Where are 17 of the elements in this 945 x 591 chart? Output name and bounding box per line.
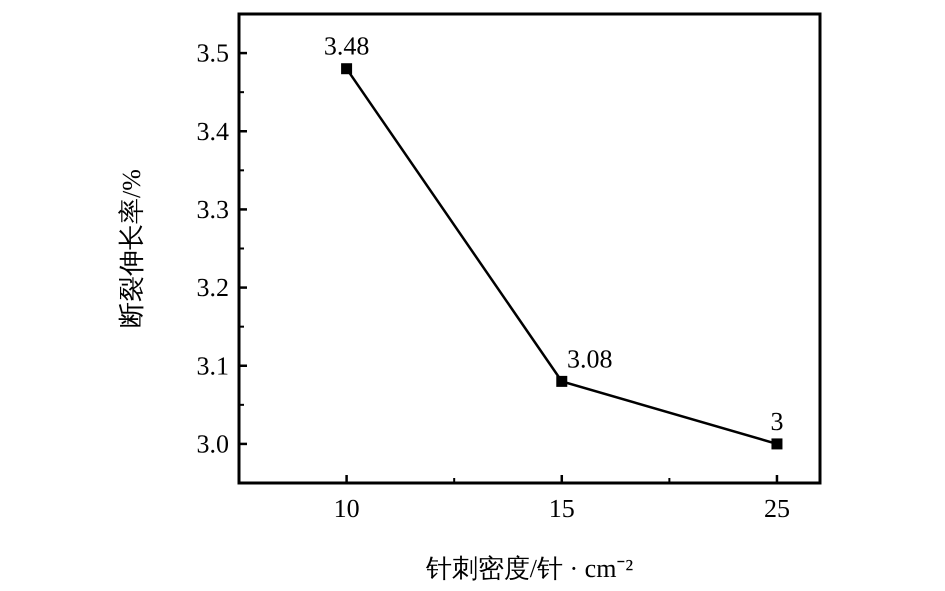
y-axis-title: 断裂伸长率/% (117, 169, 146, 328)
y-tick-label: 3.1 (196, 351, 229, 380)
data-label: 3.08 (567, 344, 613, 374)
x-tick-label: 25 (764, 494, 790, 523)
y-tick-label: 3.4 (196, 116, 229, 146)
point (556, 376, 568, 387)
y-tick-label: 3.5 (196, 38, 229, 68)
point (341, 63, 352, 74)
y-tick-label: 3.3 (196, 194, 229, 224)
x-tick-label: 10 (334, 494, 360, 523)
y-tick-label: 3.2 (196, 273, 229, 302)
data-label: 3.48 (324, 32, 370, 61)
point (771, 438, 782, 450)
data-label: 3 (770, 406, 784, 436)
x-axis-title: 针刺密度/针 · cm⁻² (424, 554, 634, 583)
y-tick-label: 3.0 (196, 429, 229, 458)
x-tick-label: 15 (548, 494, 575, 523)
